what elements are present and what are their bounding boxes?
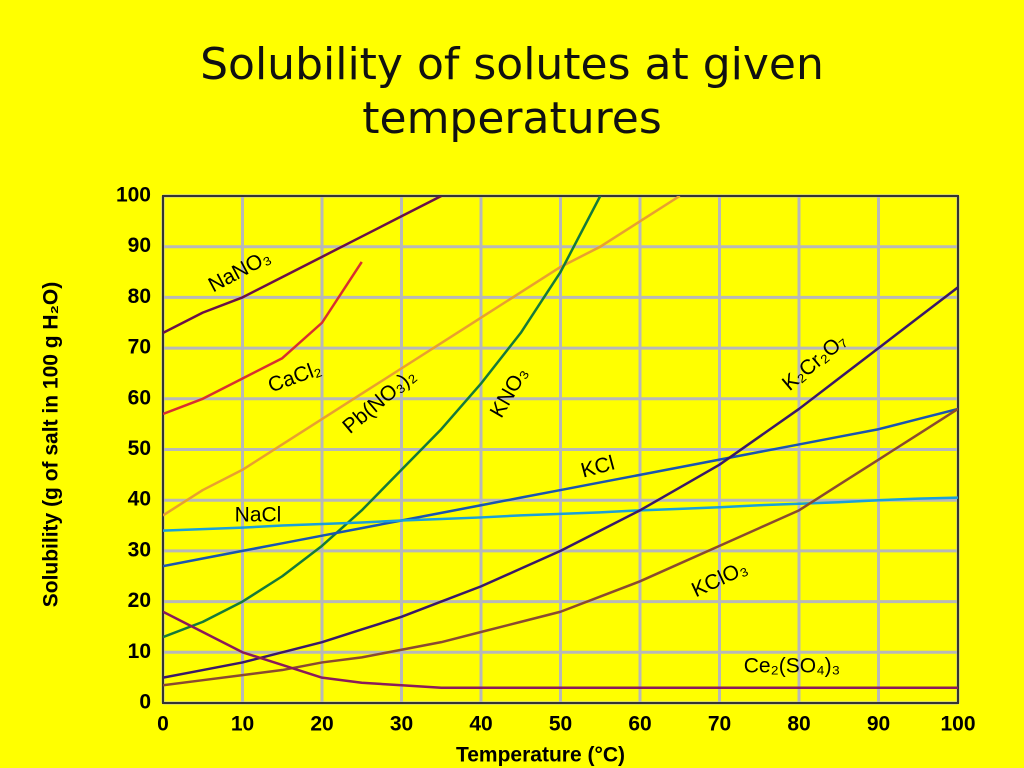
y-tick-label: 70 [128, 336, 151, 359]
y-tick-label: 20 [128, 589, 151, 612]
y-tick-label: 60 [128, 386, 151, 409]
x-tick-label: 90 [867, 713, 890, 736]
series-label: NaCl [235, 504, 282, 527]
series-line [163, 496, 958, 532]
x-tick-label: 30 [390, 713, 413, 736]
x-tick-label: 20 [310, 713, 333, 736]
y-tick-label: 90 [128, 234, 151, 257]
series-label: Ce₂(SO₄)₃ [744, 655, 840, 678]
series-line [163, 261, 363, 416]
y-tick-label: 30 [128, 538, 151, 561]
plot-border [162, 195, 959, 704]
series-line [163, 196, 681, 517]
x-tick-label: 100 [940, 713, 975, 736]
x-tick-label: 0 [157, 713, 169, 736]
series-line [163, 407, 958, 687]
x-tick-label: 60 [628, 713, 651, 736]
x-tick-label: 10 [231, 713, 254, 736]
y-tick-label: 10 [128, 640, 151, 663]
series-line [163, 196, 602, 639]
y-tick-label: 40 [128, 488, 151, 511]
y-tick-label: 80 [128, 285, 151, 308]
y-tick-label: 0 [139, 691, 151, 714]
x-tick-label: 80 [787, 713, 810, 736]
x-tick-label: 40 [469, 713, 492, 736]
chart-title: Solubility of solutes at given temperatu… [200, 39, 824, 144]
x-tick-label: 50 [549, 713, 572, 736]
series-line [163, 610, 958, 690]
x-axis-label: Temperature (°C) [456, 744, 625, 767]
series-line [163, 286, 958, 679]
y-tick-label: 100 [116, 184, 151, 207]
series-line [163, 196, 442, 335]
y-tick-label: 50 [128, 437, 151, 460]
series-line [163, 407, 958, 568]
x-tick-label: 70 [708, 713, 731, 736]
y-axis-label: Solubility (g of salt in 100 g H₂O) [40, 282, 63, 608]
